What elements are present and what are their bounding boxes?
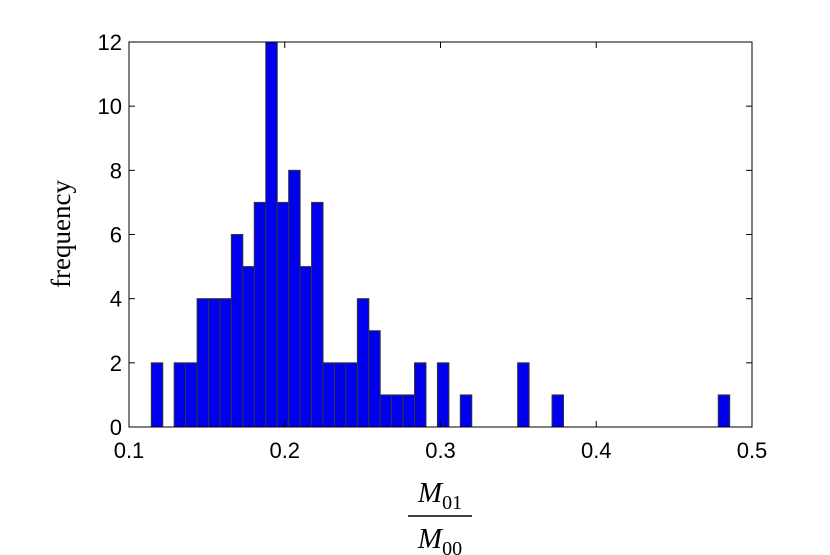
histogram-bar [391,394,404,428]
x-label-numerator: M01 [417,477,462,514]
histogram-bar [185,362,198,428]
histogram-bar [322,362,335,428]
histogram-bars [150,41,731,428]
y-tick-label: 12 [98,30,122,55]
histogram-bar [345,362,358,428]
y-tick-label: 2 [110,351,122,376]
x-tick-label: 0.3 [425,438,456,463]
axes: 0.1 0.2 0.3 0.4 0.5 0 2 4 6 8 10 12 [98,30,768,463]
histogram-bar [196,298,210,428]
y-tick-label: 8 [110,158,122,183]
histogram-bar [551,394,565,428]
histogram-bar [459,394,473,428]
histogram-bar [288,169,301,428]
histogram-bar [207,298,221,428]
histogram-bar [379,394,393,428]
histogram-bar [150,362,164,428]
x-tick-label: 0.2 [269,438,300,463]
histogram-bar [173,362,187,428]
histogram-bar [436,362,450,428]
histogram-bar [414,362,427,428]
y-tick-label: 10 [98,94,122,119]
histogram-bar [230,234,244,428]
histogram-bar [402,394,416,428]
x-tick-label: 0.4 [581,438,612,463]
x-tick-label: 0.5 [737,438,768,463]
y-tick-label: 6 [110,223,122,248]
histogram-bar [253,201,267,428]
x-label-denominator: M00 [417,523,462,555]
histogram-bar [242,266,255,428]
histogram-bar [265,41,278,428]
y-axis-label: frequency [46,180,76,288]
histogram-bar [517,362,530,428]
histogram-bar [333,362,347,428]
histogram-bar [356,298,370,428]
histogram-bar [368,330,381,428]
y-tick-label: 0 [110,415,122,440]
y-tick-label: 4 [110,287,122,312]
histogram-bar [219,298,232,428]
histogram-bar [299,266,313,428]
x-tick-label: 0.1 [114,438,145,463]
histogram-bar [311,201,324,428]
x-axis-label: M01 M00 [408,477,472,555]
histogram-bar [717,394,731,428]
histogram-bar [276,201,290,428]
